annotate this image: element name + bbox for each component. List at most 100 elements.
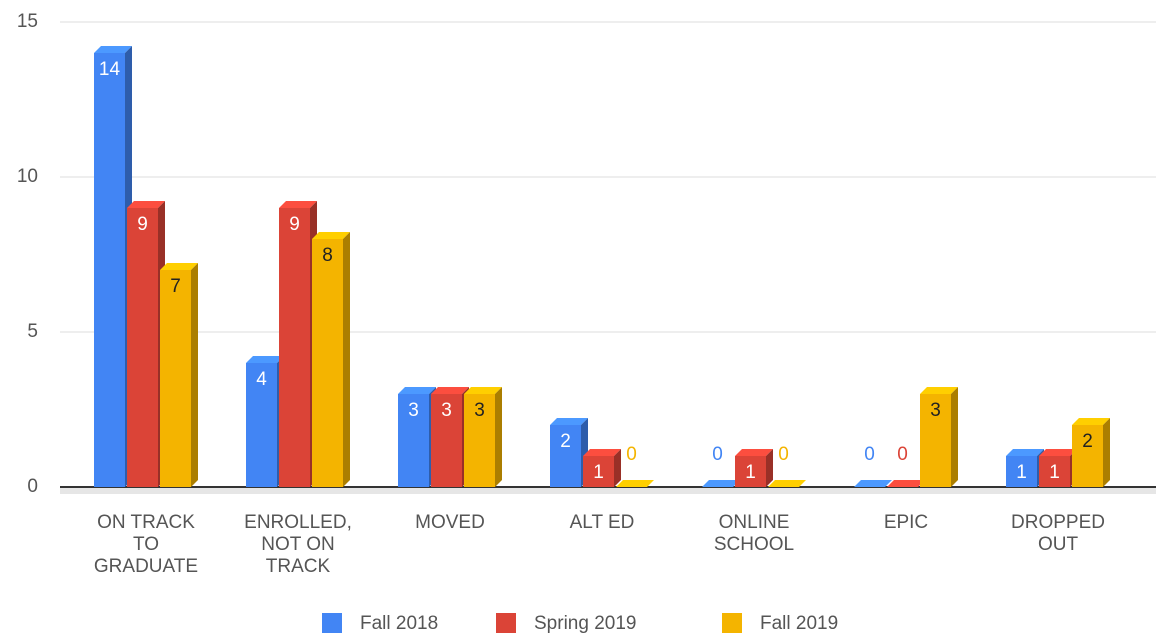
bar-top [768,480,806,487]
bar-front [735,456,766,487]
bar-top [279,201,317,208]
data-label: 8 [322,245,333,266]
bar [312,232,350,487]
x-tick-line: DROPPED [1011,512,1105,533]
bar-front [160,270,191,487]
bar [887,480,925,487]
bar-side [191,263,198,487]
x-tick-label: DROPPED OUT [1011,512,1105,555]
bar [550,418,588,487]
bar-top [702,480,740,487]
bar-front [279,208,310,487]
x-tick-line: EPIC [884,512,928,533]
bar [583,449,621,487]
bar-side [1103,418,1110,487]
bar-front [94,53,125,487]
bar-top [94,46,132,53]
bar-top [616,480,654,487]
x-tick-line: NOT ON [261,534,335,555]
bar-front [246,363,277,487]
data-label: 0 [864,444,875,465]
bar [127,201,165,487]
bar-front [583,456,614,487]
bar [1039,449,1077,487]
bar [702,480,740,487]
y-tick-label: 10 [17,166,38,187]
bar-front [431,394,462,487]
bar-front [1072,425,1103,487]
bar-top [398,387,436,394]
bar [735,449,773,487]
y-tick-label: 5 [27,321,38,342]
bar-front [312,239,343,487]
x-tick-label: ENROLLED, NOT ON TRACK [244,512,352,577]
x-tick-label: EPIC [884,512,928,533]
x-tick-line: ONLINE [719,512,790,533]
data-label: 1 [1049,462,1060,483]
bar-front [1006,456,1037,487]
data-label: 1 [1016,462,1027,483]
bar-top [464,387,502,394]
x-tick-line: SCHOOL [714,534,794,555]
bar-side [766,449,773,487]
data-label: 0 [778,444,789,465]
bar-side [343,232,350,487]
bar-top [550,418,588,425]
data-label: 14 [99,59,121,80]
data-label: 3 [408,400,419,421]
y-tick-label: 15 [17,11,38,32]
bar-top [583,449,621,456]
bar [920,387,958,487]
bar-front [398,394,429,487]
bar [1072,418,1110,487]
bar-top [246,356,284,363]
legend-swatch [496,613,516,633]
bar-top [431,387,469,394]
bar [94,46,132,487]
x-tick-line: MOVED [415,512,485,533]
x-tick-line: TRACK [266,556,331,577]
bar [854,480,892,487]
legend-label: Spring 2019 [534,613,636,634]
x-tick-line: GRADUATE [94,556,198,577]
bar [464,387,502,487]
x-tick-line: ON TRACK [97,512,195,533]
x-tick-label: ONLINE SCHOOL [714,512,794,555]
data-label: 3 [474,400,485,421]
x-tick-line: ALT ED [570,512,635,533]
data-label: 3 [441,400,452,421]
bar-top [312,232,350,239]
bar-top [1006,449,1044,456]
bar-top [887,480,925,487]
bar [279,201,317,487]
data-label: 9 [289,214,300,235]
x-tick-label: MOVED [415,512,485,533]
data-label: 1 [745,462,756,483]
bar-top [854,480,892,487]
data-label: 2 [560,431,571,452]
x-tick-label: ON TRACK TO GRADUATE [94,512,198,577]
bar-top [1072,418,1110,425]
bar-front [1039,456,1070,487]
x-tick-line: ENROLLED, [244,512,352,533]
bar-side [495,387,502,487]
bar-front [920,394,951,487]
bar-top [920,387,958,394]
bar-side [614,449,621,487]
bar-top [160,263,198,270]
bar-front [464,394,495,487]
legend-label: Fall 2019 [760,613,838,634]
bar-front [127,208,158,487]
data-label: 0 [712,444,723,465]
legend-swatch [322,613,342,633]
axis-shadow [60,488,1156,494]
bar-top [1039,449,1077,456]
bar-front [550,425,581,487]
x-tick-line: TO [133,534,159,555]
data-label: 0 [897,444,908,465]
x-tick-label: ALT ED [570,512,635,533]
legend-swatch [722,613,742,633]
bar-top [127,201,165,208]
legend-label: Fall 2018 [360,613,438,634]
